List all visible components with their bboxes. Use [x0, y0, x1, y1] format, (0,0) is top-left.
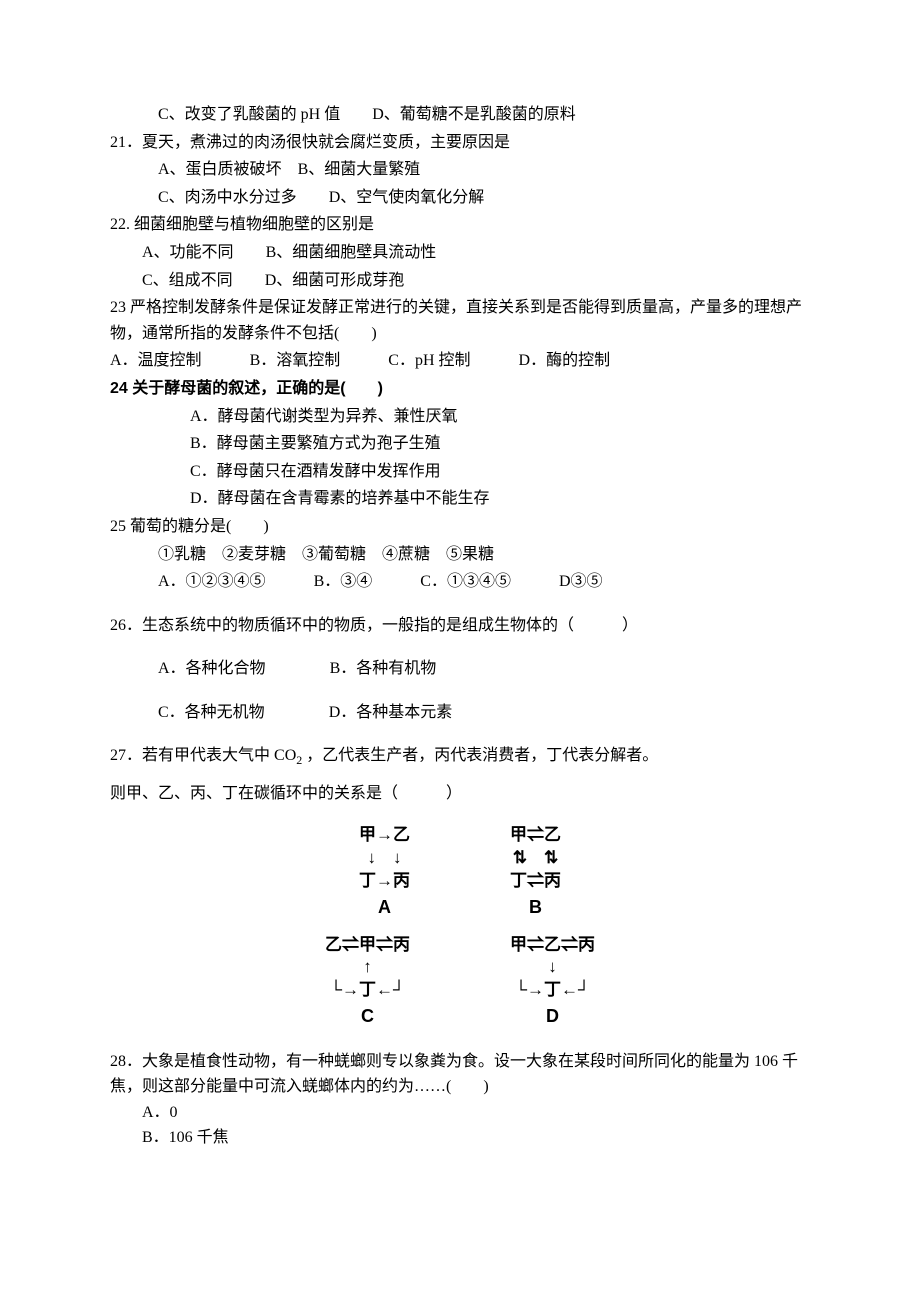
- q27-stem-line2: 则甲、乙、丙、丁在碳循环中的关系是（ ）: [110, 781, 810, 807]
- diag-b-l2: ⇅ ⇅: [510, 847, 561, 870]
- q21-stem: 21．夏天，煮沸过的肉汤很快就会腐烂变质，主要原因是: [110, 130, 810, 156]
- q24-b: B．酵母菌主要繁殖方式为孢子生殖: [110, 431, 810, 457]
- diag-a-lbl: A: [359, 895, 410, 919]
- co2-text: CO: [274, 747, 296, 764]
- q26-b: B．各种有机物: [330, 660, 437, 677]
- diag-c-ding: 丁: [359, 980, 376, 999]
- q25-circled: ①乳糖 ②麦芽糖 ③葡萄糖 ④蔗糖 ⑤果糖: [110, 542, 810, 568]
- diag-c-ar: →: [342, 980, 359, 999]
- diag-a-l2: ↓ ↓: [359, 847, 410, 870]
- q26-opts-ab: A．各种化合物 B．各种有机物: [158, 656, 810, 682]
- q25-d: D③⑤: [559, 573, 603, 590]
- q25-b: B．③④: [314, 573, 373, 590]
- q26-opts-cd: C．各种无机物 D．各种基本元素: [158, 700, 810, 726]
- q23-stem: 23 严格控制发酵条件是保证发酵正常进行的关键，直接关系到是否能得到质量高，产量…: [110, 295, 810, 346]
- q24-d: D．酵母菌在含青霉素的培养基中不能生存: [110, 486, 810, 512]
- q22-a: A、功能不同: [142, 244, 234, 261]
- diagram-a: 甲→乙 ↓ ↓ 丁→丙 A: [359, 824, 410, 919]
- diag-b-l1: 甲⇌乙: [510, 824, 561, 847]
- q25-stem: 25 葡萄的糖分是( ): [110, 514, 810, 540]
- diag-d-lbl: D: [510, 1004, 595, 1028]
- diag-c-al: ←: [376, 980, 393, 999]
- diag-c-l1: 乙⇌甲⇌丙: [325, 934, 410, 957]
- diag-b-lbl: B: [510, 895, 561, 919]
- diag-c-l3: └→丁←┘: [325, 979, 410, 1002]
- q27-diagrams: 甲→乙 ↓ ↓ 丁→丙 A 甲⇌乙 ⇅ ⇅ 丁⇌丙 B 乙⇌甲⇌丙 乙⇌↑⇌丙 …: [250, 824, 670, 1028]
- diag-c-l2: 乙⇌↑⇌丙: [325, 956, 410, 979]
- q23-c: C．pH 控制: [388, 352, 470, 369]
- co2-formula: CO2: [274, 747, 302, 764]
- q21-b: B、细菌大量繁殖: [298, 161, 421, 178]
- q25-a: A．①②③④⑤: [158, 573, 266, 590]
- q28-stem: 28．大象是植食性动物，有一种蜣螂则专以象粪为食。设一大象在某段时间所同化的能量…: [110, 1049, 810, 1100]
- diagram-row-ab: 甲→乙 ↓ ↓ 丁→丙 A 甲⇌乙 ⇅ ⇅ 丁⇌丙 B: [250, 824, 670, 919]
- q26-c: C．各种无机物: [158, 704, 265, 721]
- q22-b: B、细菌细胞壁具流动性: [266, 244, 437, 261]
- diag-a-l1: 甲→乙: [359, 824, 410, 847]
- q23-a: A．温度控制: [110, 352, 202, 369]
- diag-d-ar: →: [527, 980, 544, 999]
- q22-opts-cd: C、组成不同 D、细菌可形成芽孢: [110, 268, 810, 294]
- diagram-d: 甲⇌乙⇌丙 甲⇌↓⇌丙 └→丁←┘ D: [510, 934, 595, 1029]
- diag-d-lhook: └: [515, 980, 527, 999]
- q22-d: D、细菌可形成芽孢: [265, 272, 405, 289]
- q25-c: C．①③④⑤: [420, 573, 511, 590]
- q26-stem: 26．生态系统中的物质循环中的物质，一般指的是组成生物体的（ ）: [110, 613, 810, 639]
- diagram-b: 甲⇌乙 ⇅ ⇅ 丁⇌丙 B: [510, 824, 561, 919]
- q22-opts-ab: A、功能不同 B、细菌细胞壁具流动性: [110, 240, 810, 266]
- q21-a: A、蛋白质被破坏: [158, 161, 282, 178]
- q28-b: B．106 千焦: [110, 1125, 810, 1151]
- q22-c: C、组成不同: [142, 272, 233, 289]
- q24-a: A．酵母菌代谢类型为异养、兼性厌氧: [110, 404, 810, 430]
- q28-a: A．0: [110, 1100, 810, 1126]
- diag-d-al: ←: [561, 980, 578, 999]
- q24-c: C．酵母菌只在酒精发酵中发挥作用: [110, 459, 810, 485]
- diag-b-l3: 丁⇌丙: [510, 870, 561, 893]
- diag-c-lbl: C: [325, 1004, 410, 1028]
- q24-stem-text: 24 关于酵母菌的叙述，正确的是( ): [110, 380, 383, 397]
- q20-c: C、改变了乳酸菌的 pH 值: [158, 106, 340, 123]
- q26-a: A．各种化合物: [158, 660, 266, 677]
- diag-d-l2: 甲⇌↓⇌丙: [510, 956, 595, 979]
- q23-opts: A．温度控制 B．溶氧控制 C．pH 控制 D．酶的控制: [110, 348, 810, 374]
- diag-d-l1: 甲⇌乙⇌丙: [510, 934, 595, 957]
- q24-stem: 24 关于酵母菌的叙述，正确的是( ): [110, 376, 810, 402]
- q22-stem: 22. 细菌细胞壁与植物细胞壁的区别是: [110, 212, 810, 238]
- diag-d-rhook: ┘: [578, 980, 590, 999]
- q23-b: B．溶氧控制: [250, 352, 341, 369]
- diagram-c: 乙⇌甲⇌丙 乙⇌↑⇌丙 └→丁←┘ C: [325, 934, 410, 1029]
- diag-c-rhook: ┘: [393, 980, 405, 999]
- q20-d: D、葡萄糖不是乳酸菌的原料: [372, 106, 576, 123]
- q27-stem-line1: 27．若有甲代表大气中 CO2 ，乙代表生产者，丙代表消费者，丁代表分解者。: [110, 743, 810, 770]
- diag-d-arrow-down: ↓: [548, 957, 557, 976]
- q26-d: D．各种基本元素: [329, 704, 453, 721]
- q21-c: C、肉汤中水分过多: [158, 189, 297, 206]
- diag-d-l3: └→丁←┘: [510, 979, 595, 1002]
- diagram-row-cd: 乙⇌甲⇌丙 乙⇌↑⇌丙 └→丁←┘ C 甲⇌乙⇌丙 甲⇌↓⇌丙 └→丁←┘ D: [250, 934, 670, 1029]
- q21-opts-ab: A、蛋白质被破坏 B、细菌大量繁殖: [110, 157, 810, 183]
- diag-d-ding: 丁: [544, 980, 561, 999]
- q27-t2: ，乙代表生产者，丙代表消费者，丁代表分解者。: [302, 747, 658, 764]
- q21-d: D、空气使肉氧化分解: [329, 189, 485, 206]
- q23-d: D．酶的控制: [519, 352, 611, 369]
- q21-opts-cd: C、肉汤中水分过多 D、空气使肉氧化分解: [110, 185, 810, 211]
- q20-opts-cd: C、改变了乳酸菌的 pH 值 D、葡萄糖不是乳酸菌的原料: [110, 102, 810, 128]
- diag-a-l3: 丁→丙: [359, 870, 410, 893]
- q27-t1: 27．若有甲代表大气中: [110, 747, 274, 764]
- q25-opts: A．①②③④⑤ B．③④ C．①③④⑤ D③⑤: [110, 569, 810, 595]
- diag-c-lhook: └: [330, 980, 342, 999]
- diag-c-arrow-up: ↑: [363, 957, 372, 976]
